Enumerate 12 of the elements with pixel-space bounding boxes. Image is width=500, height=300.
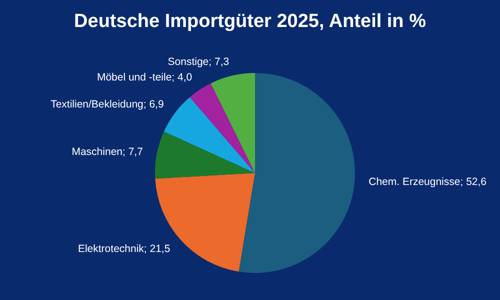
pie-slice: [155, 132, 255, 179]
slice-label: Elektrotechnik; 21,5: [78, 242, 170, 255]
slice-label: Textilien/Bekleidung; 6,9: [50, 98, 164, 110]
pie-slice: [164, 97, 255, 173]
slice-label: Chem. Erzeugnisse; 52,6: [368, 176, 487, 188]
chart-title: Deutsche Importgüter 2025, Anteil in %: [74, 11, 426, 32]
pie-slice: [238, 73, 355, 273]
slice-label: Sonstige; 7,3: [168, 56, 230, 68]
pie-slice: [190, 83, 255, 173]
pie-slice: [210, 73, 255, 173]
slice-label: Maschinen; 7,7: [72, 146, 144, 158]
slice-label: Möbel und -teile; 4,0: [96, 72, 192, 84]
